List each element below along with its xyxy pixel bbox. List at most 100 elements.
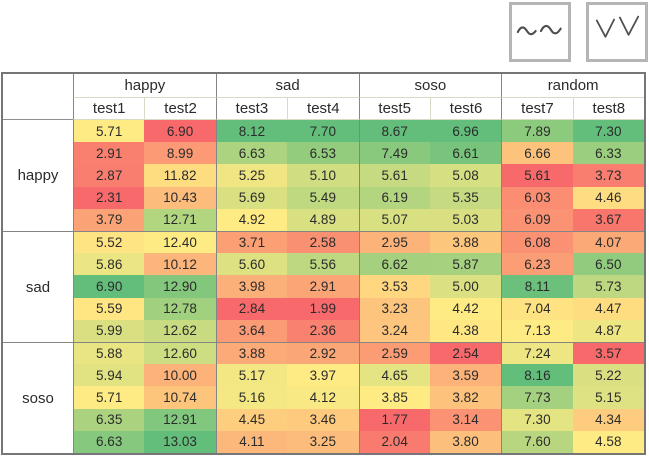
heatmap-cell: 3.88 bbox=[429, 231, 502, 254]
heatmap-cell: 5.88 bbox=[73, 342, 145, 365]
heatmap-cell: 10.43 bbox=[144, 186, 216, 209]
heatmap-cell: 4.65 bbox=[358, 364, 430, 387]
heatmap-cell: 4.38 bbox=[429, 319, 502, 342]
heatmap-cell: 5.59 bbox=[73, 297, 145, 320]
heatmap-cell: 7.30 bbox=[572, 120, 644, 143]
col-header-test8: test8 bbox=[572, 98, 644, 120]
heatmap-cell: 2.91 bbox=[287, 275, 359, 298]
heatmap-cell: 2.91 bbox=[73, 142, 145, 165]
heatmap-cell: 6.23 bbox=[501, 253, 573, 276]
row-group-label-soso: soso bbox=[3, 342, 73, 453]
chevron-tool-button[interactable] bbox=[586, 2, 648, 62]
heatmap-cell: 5.71 bbox=[73, 386, 145, 409]
heatmap-cell: 3.85 bbox=[358, 386, 430, 409]
heatmap-cell: 5.61 bbox=[501, 164, 573, 187]
heatmap-cell: 4.11 bbox=[215, 430, 288, 453]
heatmap-cell: 5.86 bbox=[73, 253, 145, 276]
col-header-test1: test1 bbox=[73, 98, 145, 120]
heatmap-cell: 3.64 bbox=[215, 319, 288, 342]
heatmap-cell: 5.25 bbox=[215, 164, 288, 187]
heatmap-cell: 3.23 bbox=[358, 297, 430, 320]
heatmap-cell: 5.49 bbox=[287, 186, 359, 209]
heatmap-cell: 5.22 bbox=[572, 364, 644, 387]
heatmap-cell: 12.60 bbox=[144, 342, 216, 365]
heatmap-cell: 2.84 bbox=[215, 297, 288, 320]
heatmap-cell: 5.94 bbox=[73, 364, 145, 387]
heatmap-cell: 2.31 bbox=[73, 186, 145, 209]
heatmap-cell: 7.24 bbox=[501, 342, 573, 365]
row-group-label-sad: sad bbox=[3, 231, 73, 342]
heatmap-cell: 5.73 bbox=[572, 275, 644, 298]
heatmap-cell: 5.60 bbox=[215, 253, 288, 276]
heatmap-cell: 5.52 bbox=[73, 231, 145, 254]
heatmap-cell: 1.99 bbox=[287, 297, 359, 320]
heatmap-cell: 5.87 bbox=[429, 253, 502, 276]
heatmap-cell: 8.99 bbox=[144, 142, 216, 165]
heatmap-cell: 5.07 bbox=[358, 208, 430, 231]
heatmap-cell: 6.33 bbox=[572, 142, 644, 165]
heatmap-cell: 2.59 bbox=[358, 342, 430, 365]
double-tilde-icon bbox=[516, 24, 562, 36]
col-header-test2: test2 bbox=[144, 98, 216, 120]
heatmap-cell: 6.63 bbox=[73, 430, 145, 453]
col-group-header-happy: happy bbox=[73, 74, 216, 98]
heatmap-cell: 5.71 bbox=[73, 120, 145, 143]
toolbar bbox=[509, 2, 648, 62]
heatmap-cell: 6.03 bbox=[501, 186, 573, 209]
heatmap-cell: 4.47 bbox=[572, 297, 644, 320]
heatmap-cell: 7.70 bbox=[287, 120, 359, 143]
heatmap-cell: 6.90 bbox=[144, 120, 216, 143]
heatmap-cell: 3.88 bbox=[215, 342, 288, 365]
corner-cell bbox=[3, 74, 73, 120]
heatmap-cell: 6.96 bbox=[429, 120, 502, 143]
heatmap-cell: 3.25 bbox=[287, 430, 359, 453]
heatmap-cell: 3.97 bbox=[287, 364, 359, 387]
heatmap-cell: 12.90 bbox=[144, 275, 216, 298]
heatmap-cell: 12.40 bbox=[144, 231, 216, 254]
heatmap-cell: 3.57 bbox=[572, 342, 644, 365]
heatmap-cell: 2.54 bbox=[429, 342, 502, 365]
row-group-label-happy: happy bbox=[3, 120, 73, 231]
heatmap-cell: 3.53 bbox=[358, 275, 430, 298]
heatmap-cell: 7.89 bbox=[501, 120, 573, 143]
heatmap-cell: 5.03 bbox=[429, 208, 502, 231]
col-header-test4: test4 bbox=[287, 98, 359, 120]
heatmap-cell: 6.35 bbox=[73, 408, 145, 431]
heatmap-cell: 7.73 bbox=[501, 386, 573, 409]
heatmap-cell: 2.36 bbox=[287, 319, 359, 342]
wave-tool-button[interactable] bbox=[509, 2, 571, 62]
heatmap-cell: 2.92 bbox=[287, 342, 359, 365]
heatmap-cell: 2.04 bbox=[358, 430, 430, 453]
col-header-test7: test7 bbox=[501, 98, 573, 120]
heatmap-cell: 6.19 bbox=[358, 186, 430, 209]
heatmap-cell: 6.53 bbox=[287, 142, 359, 165]
heatmap-cell: 10.12 bbox=[144, 253, 216, 276]
heatmap-cell: 4.07 bbox=[572, 231, 644, 254]
heatmap-cell: 6.50 bbox=[572, 253, 644, 276]
heatmap-cell: 4.46 bbox=[572, 186, 644, 209]
heatmap-cell: 7.13 bbox=[501, 319, 573, 342]
heatmap-cell: 6.61 bbox=[429, 142, 502, 165]
double-chevron-down-icon bbox=[595, 15, 640, 38]
heatmap-cell: 5.15 bbox=[572, 386, 644, 409]
heatmap-cell: 2.58 bbox=[287, 231, 359, 254]
heatmap-cell: 3.24 bbox=[358, 319, 430, 342]
heatmap-cell: 7.60 bbox=[501, 430, 573, 453]
heatmap-table: happy test1 test2 sad test3 test4 soso test5 tes… bbox=[1, 72, 646, 455]
heatmap-cell: 2.87 bbox=[73, 164, 145, 187]
heatmap-cell: 10.00 bbox=[144, 364, 216, 387]
heatmap-cell: 11.82 bbox=[144, 164, 216, 187]
heatmap-cell: 6.09 bbox=[501, 208, 573, 231]
heatmap-cell: 5.99 bbox=[73, 319, 145, 342]
col-group-header-random: random bbox=[501, 74, 644, 98]
heatmap-cell: 12.78 bbox=[144, 297, 216, 320]
heatmap-cell: 4.42 bbox=[429, 297, 502, 320]
heatmap-cell: 13.03 bbox=[144, 430, 216, 453]
heatmap-cell: 3.80 bbox=[429, 430, 502, 453]
heatmap-cell: 4.87 bbox=[572, 319, 644, 342]
heatmap-cell: 5.08 bbox=[429, 164, 502, 187]
heatmap-cell: 4.89 bbox=[287, 208, 359, 231]
heatmap-cell: 6.08 bbox=[501, 231, 573, 254]
heatmap-cell: 3.67 bbox=[572, 208, 644, 231]
